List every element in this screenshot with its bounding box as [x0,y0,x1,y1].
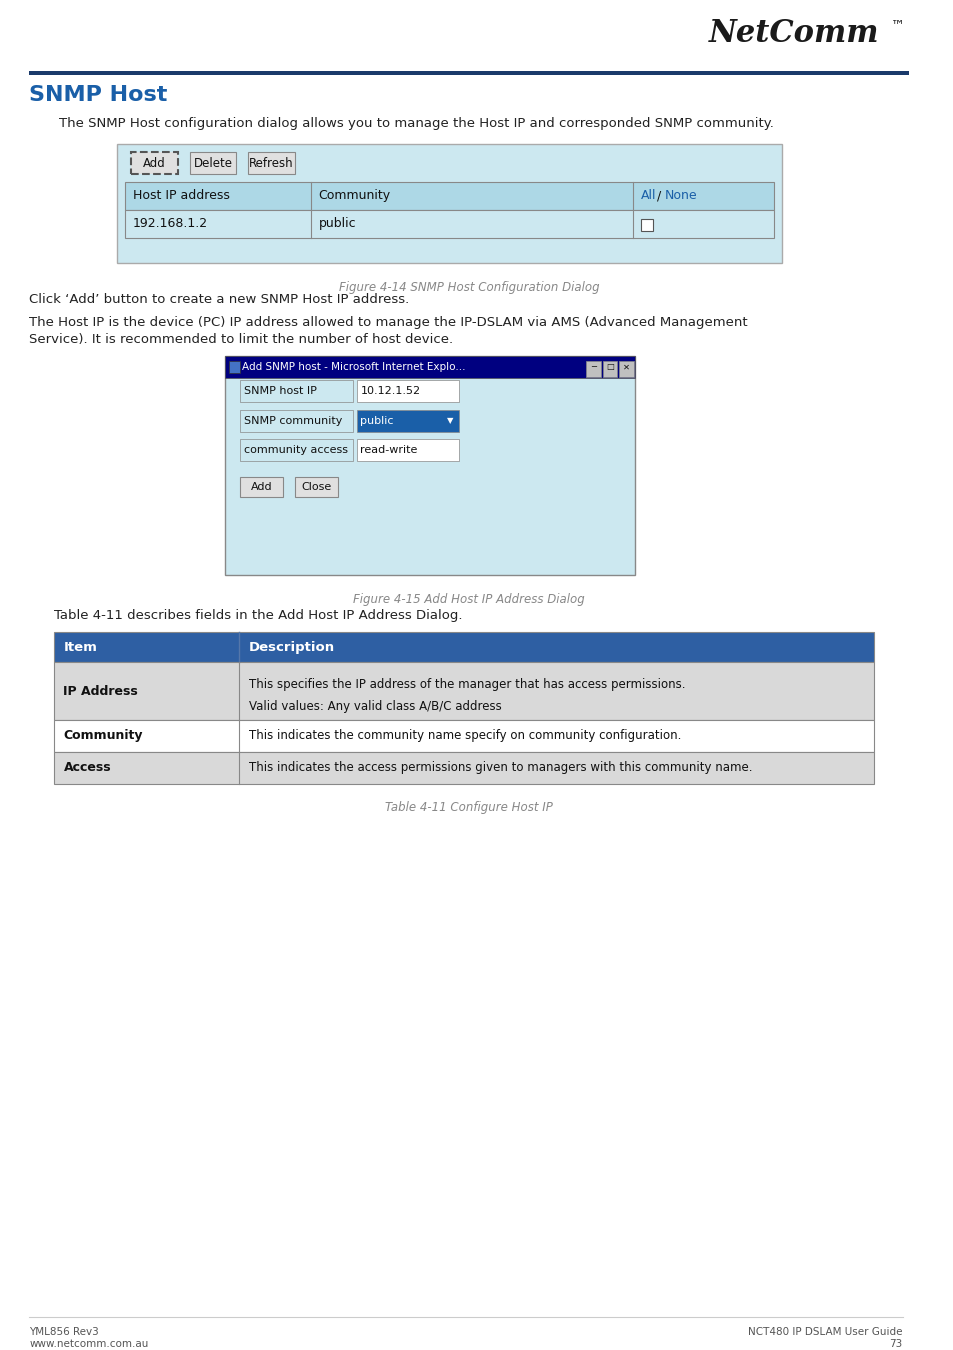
Text: □: □ [605,362,614,371]
Text: SNMP community: SNMP community [244,416,342,425]
Text: ▼: ▼ [447,416,454,425]
Text: None: None [663,189,697,202]
Bar [356,379,458,402]
Bar [240,409,353,432]
Text: 192.168.1.2: 192.168.1.2 [132,217,208,231]
Text: Figure 4-15 Add Host IP Address Dialog: Figure 4-15 Add Host IP Address Dialog [353,593,584,606]
Text: ✕: ✕ [622,362,630,371]
Bar [117,144,781,263]
Text: The SNMP Host configuration dialog allows you to manage the Host IP and correspo: The SNMP Host configuration dialog allow… [58,117,773,131]
Text: Close: Close [301,482,332,493]
Bar [30,70,907,74]
Bar [125,209,773,238]
Text: Community: Community [318,189,390,202]
Bar [356,440,458,462]
Text: Refresh: Refresh [249,157,294,170]
Text: Service). It is recommended to limit the number of host device.: Service). It is recommended to limit the… [30,333,453,346]
Bar [248,153,294,174]
Text: YML856 Rev3: YML856 Rev3 [30,1327,99,1338]
Text: The Host IP is the device (PC) IP address allowed to manage the IP-DSLAM via AMS: The Host IP is the device (PC) IP addres… [30,316,747,329]
Text: This indicates the access permissions given to managers with this community name: This indicates the access permissions gi… [249,761,752,774]
Bar [53,663,873,720]
Bar [53,720,873,752]
Text: /: / [657,189,661,202]
Text: −: − [589,362,597,371]
Text: Add SNMP host - Microsoft Internet Explo...: Add SNMP host - Microsoft Internet Explo… [242,362,465,371]
Text: ™: ™ [890,18,903,32]
Text: All: All [640,189,656,202]
Bar [225,356,635,378]
Text: Description: Description [249,641,335,653]
Text: IP Address: IP Address [64,684,138,698]
Bar [240,478,283,497]
Bar [618,360,634,377]
Text: SNMP Host: SNMP Host [30,85,168,104]
Bar [240,440,353,462]
Text: www.netcomm.com.au: www.netcomm.com.au [30,1339,149,1350]
Text: 10.12.1.52: 10.12.1.52 [360,386,420,396]
Text: NCT480 IP DSLAM User Guide: NCT480 IP DSLAM User Guide [747,1327,902,1338]
Text: Item: Item [64,641,97,653]
Text: public: public [360,416,394,425]
Bar [131,153,177,174]
Bar [190,153,236,174]
Bar [294,478,337,497]
Text: Valid values: Any valid class A/B/C address: Valid values: Any valid class A/B/C addr… [249,701,501,713]
Text: Table 4-11 describes fields in the Add Host IP Address Dialog.: Table 4-11 describes fields in the Add H… [53,609,462,621]
Text: This indicates the community name specify on community configuration.: This indicates the community name specif… [249,729,680,742]
Text: read-write: read-write [360,446,417,455]
Text: Table 4-11 Configure Host IP: Table 4-11 Configure Host IP [385,802,553,814]
Text: NetComm: NetComm [708,18,879,49]
Text: Click ‘Add’ button to create a new SNMP Host IP address.: Click ‘Add’ button to create a new SNMP … [30,293,409,306]
Bar [225,356,635,575]
Text: This specifies the IP address of the manager that has access permissions.: This specifies the IP address of the man… [249,678,685,691]
Text: Add: Add [251,482,273,493]
Text: community access: community access [244,446,348,455]
Text: Community: Community [64,729,143,742]
Bar [640,219,652,231]
Bar [585,360,600,377]
Bar [240,379,353,402]
Text: Figure 4-14 SNMP Host Configuration Dialog: Figure 4-14 SNMP Host Configuration Dial… [338,281,598,294]
Text: Delete: Delete [193,157,233,170]
Text: Host IP address: Host IP address [132,189,230,202]
Text: SNMP host IP: SNMP host IP [244,386,316,396]
Bar [53,632,873,663]
Text: 73: 73 [888,1339,902,1350]
Bar [602,360,617,377]
Text: Access: Access [64,761,111,774]
Bar [53,752,873,783]
Bar [229,360,240,373]
Text: public: public [318,217,355,231]
Text: Add: Add [143,157,166,170]
Bar [356,409,458,432]
Bar [125,182,773,209]
